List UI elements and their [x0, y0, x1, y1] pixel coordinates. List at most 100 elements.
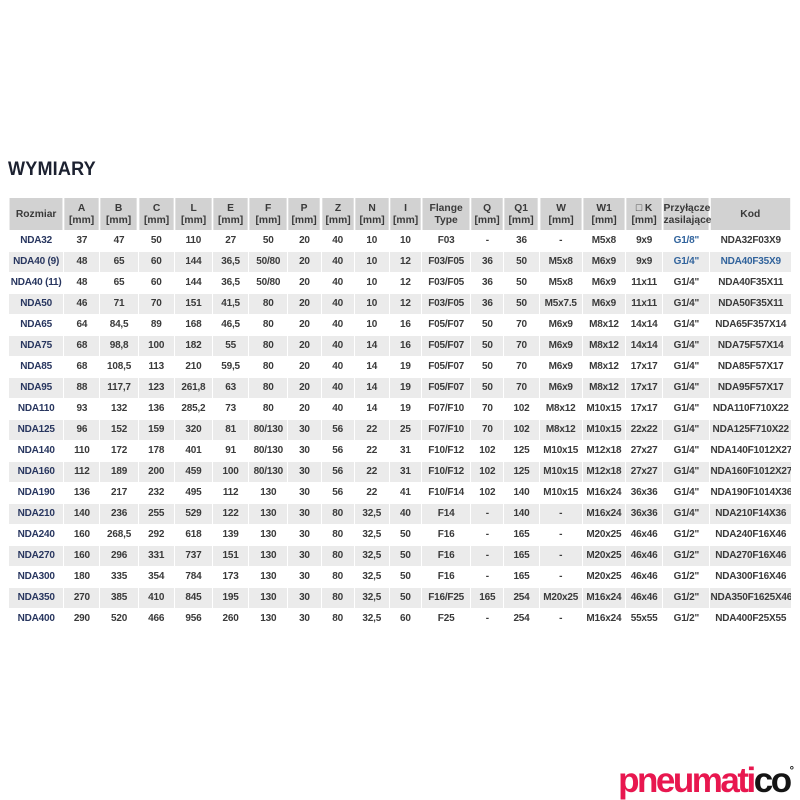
- cell: G1/4": [663, 315, 710, 335]
- row-label: NDA85: [9, 357, 64, 377]
- cell: 56: [321, 462, 354, 482]
- cell: NDA190F1014X36: [710, 483, 791, 503]
- cell: NDA210F14X36: [710, 504, 791, 524]
- cell: 50: [471, 315, 504, 335]
- cell: 210: [174, 357, 212, 377]
- cell: 144: [174, 252, 212, 272]
- cell: 130: [249, 483, 288, 503]
- cell: 80: [321, 525, 354, 545]
- cell: M8x12: [582, 357, 626, 377]
- cell: 50: [471, 378, 504, 398]
- cell: F16: [422, 546, 471, 566]
- column-header-kod: Kod: [711, 198, 791, 230]
- cell: 10: [354, 273, 389, 293]
- table-row: NDA270 160 296 331 737 151 130 30 80 32,5 50 F16-16…: [9, 546, 791, 566]
- cell[interactable]: NDA40F35X9: [710, 252, 791, 272]
- column-header-flange-type: Flange Type: [422, 198, 470, 230]
- cell: F10/F14: [422, 483, 471, 503]
- cell: 93: [64, 399, 100, 419]
- table-row: NDA75 68 98,8 100 182 55 80 20 40 14 16 F05/F07 50 70…: [9, 336, 791, 356]
- cell: 189: [100, 462, 138, 482]
- cell: F25: [422, 609, 471, 629]
- cell: G1/4": [663, 504, 710, 524]
- cell: F05/F07: [422, 357, 471, 377]
- pneumatico-logo: pneumatico°: [618, 763, 794, 798]
- cell: 88: [64, 378, 100, 398]
- cell: 159: [138, 420, 174, 440]
- cell: -: [539, 525, 582, 545]
- column-header-z: Z [mm]: [321, 198, 354, 230]
- table-row: NDA160 112 189 200 459 100 80/130 30 56 22 31 F10/F…: [9, 462, 791, 482]
- cell: 64: [64, 315, 100, 335]
- cell: 80: [249, 294, 288, 314]
- cell: 9x9: [626, 231, 663, 251]
- cell: 845: [174, 588, 212, 608]
- cell: 254: [504, 609, 539, 629]
- cell: M5x8: [539, 252, 582, 272]
- cell: M12x18: [582, 441, 626, 461]
- table-row: NDA140 110 172 178 401 91 80/130 30 56 22 31 F10/F1…: [9, 441, 791, 461]
- cell: 102: [471, 483, 504, 503]
- cell: 173: [213, 567, 249, 587]
- cell[interactable]: G1/8": [663, 231, 710, 251]
- column-header-l: L [mm]: [175, 198, 212, 230]
- cell: G1/4": [663, 441, 710, 461]
- cell: 232: [138, 483, 174, 503]
- cell: 11x11: [626, 294, 663, 314]
- cell: 136: [64, 483, 100, 503]
- cell: 40: [321, 336, 354, 356]
- cell: 50: [389, 567, 421, 587]
- cell: 30: [288, 546, 321, 566]
- row-label: NDA210: [9, 504, 64, 524]
- cell: M10x15: [582, 399, 626, 419]
- cell: 19: [389, 378, 421, 398]
- row-label: NDA400: [9, 609, 64, 629]
- row-label: NDA75: [9, 336, 64, 356]
- row-label: NDA240: [9, 525, 64, 545]
- cell: 48: [64, 252, 100, 272]
- cell: NDA95F57X17: [710, 378, 791, 398]
- cell: G1/2": [663, 525, 710, 545]
- cell: M20x25: [582, 525, 626, 545]
- cell: M16x24: [582, 504, 626, 524]
- cell: 25: [389, 420, 421, 440]
- cell: G1/4": [663, 420, 710, 440]
- cell: M20x25: [539, 588, 582, 608]
- cell: 36: [471, 294, 504, 314]
- cell: 130: [249, 525, 288, 545]
- cell: F03/F05: [422, 294, 471, 314]
- cell: 20: [288, 294, 321, 314]
- cell: NDA32F03X9: [710, 231, 791, 251]
- logo-trademark-icon: °: [789, 765, 794, 777]
- cell: 178: [138, 441, 174, 461]
- cell[interactable]: G1/4": [663, 252, 710, 272]
- cell: 17x17: [626, 378, 663, 398]
- cell: NDA75F57X14: [710, 336, 791, 356]
- cell: 22: [354, 420, 389, 440]
- column-header-w1: W1 [mm]: [583, 198, 625, 230]
- cell: 17x17: [626, 357, 663, 377]
- cell: 20: [288, 399, 321, 419]
- cell: 80: [321, 567, 354, 587]
- cell: 65: [100, 273, 138, 293]
- cell: 17x17: [626, 399, 663, 419]
- cell: 12: [389, 252, 421, 272]
- cell: 165: [471, 588, 504, 608]
- cell: 14: [354, 378, 389, 398]
- cell: 50: [504, 273, 539, 293]
- cell: 22: [354, 441, 389, 461]
- cell: 14x14: [626, 315, 663, 335]
- cell: 130: [249, 504, 288, 524]
- cell: -: [471, 567, 504, 587]
- cell: -: [471, 504, 504, 524]
- cell: 70: [138, 294, 174, 314]
- cell: 261,8: [174, 378, 212, 398]
- cell: 160: [64, 525, 100, 545]
- cell: 55x55: [626, 609, 663, 629]
- cell: 70: [504, 378, 539, 398]
- cell: 10: [354, 315, 389, 335]
- cell: 32,5: [354, 588, 389, 608]
- cell: 36: [504, 231, 539, 251]
- cell: 30: [288, 504, 321, 524]
- cell: 32,5: [354, 609, 389, 629]
